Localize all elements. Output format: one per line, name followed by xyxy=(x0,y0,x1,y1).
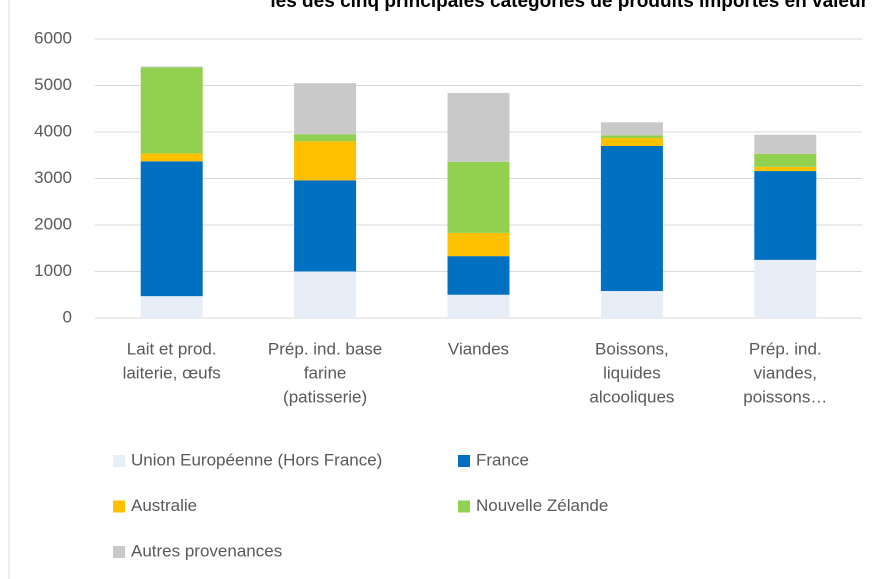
bar-segment xyxy=(754,134,817,154)
bar-segment xyxy=(754,259,817,318)
y-tick-label: 0 xyxy=(63,307,72,326)
bar-segment xyxy=(447,294,510,318)
bar-segment xyxy=(140,161,203,297)
bar-segment xyxy=(600,135,663,139)
bar-segment xyxy=(754,166,817,172)
bar-segment xyxy=(447,256,510,295)
x-tick-label: viandes, xyxy=(754,363,817,382)
bar-segment xyxy=(294,180,357,272)
y-tick-label: 4000 xyxy=(34,121,72,140)
x-tick-label: Lait et prod. xyxy=(127,339,217,358)
bar-segment xyxy=(294,83,357,135)
legend-swatch xyxy=(113,455,125,467)
bar-segment xyxy=(140,153,203,162)
y-tick-label: 5000 xyxy=(34,75,72,94)
bar-segment xyxy=(600,145,663,292)
bar-segment xyxy=(140,296,203,318)
bar-segment xyxy=(447,232,510,257)
x-tick-label: (patisserie) xyxy=(283,387,367,406)
chart-border xyxy=(8,0,10,579)
x-tick-label: Viandes xyxy=(448,339,509,358)
bar-segment xyxy=(600,122,663,136)
y-tick-label: 2000 xyxy=(34,214,72,233)
x-tick-label: farine xyxy=(304,363,347,382)
legend-label: France xyxy=(476,450,529,469)
bar-segment xyxy=(140,66,203,68)
bar-segment xyxy=(140,67,203,154)
legend-swatch xyxy=(113,546,125,558)
x-tick-label: poissons… xyxy=(743,387,827,406)
legend-swatch xyxy=(458,455,470,467)
bar-segment xyxy=(294,271,357,318)
y-tick-label: 6000 xyxy=(34,28,72,47)
x-tick-label: laiterie, œufs xyxy=(123,363,221,382)
bar-segment xyxy=(600,291,663,318)
y-tick-label: 3000 xyxy=(34,168,72,187)
legend-swatch xyxy=(113,500,125,513)
x-tick-label: Prép. ind. base xyxy=(268,339,382,358)
x-tick-label: Boissons, xyxy=(595,339,669,358)
x-tick-label: liquides xyxy=(603,363,661,382)
x-tick-label: Prép. ind. xyxy=(749,339,822,358)
chart-title: les des cinq principales catégories de p… xyxy=(270,0,868,12)
x-tick-label: alcooliques xyxy=(589,387,674,406)
bar-segment xyxy=(294,134,357,142)
legend-label: Nouvelle Zélande xyxy=(476,496,608,515)
legend-label: Australie xyxy=(131,496,197,515)
legend-swatch xyxy=(458,500,470,513)
bar-segment xyxy=(294,141,357,181)
bar-segment xyxy=(447,92,510,162)
legend-label: Autres provenances xyxy=(131,541,282,560)
bar-segment xyxy=(600,138,663,146)
legend-label: Union Européenne (Hors France) xyxy=(131,450,382,469)
bar-segment xyxy=(754,153,817,167)
y-tick-label: 1000 xyxy=(34,261,72,280)
bar-segment xyxy=(754,171,817,260)
bar-segment xyxy=(447,161,510,233)
